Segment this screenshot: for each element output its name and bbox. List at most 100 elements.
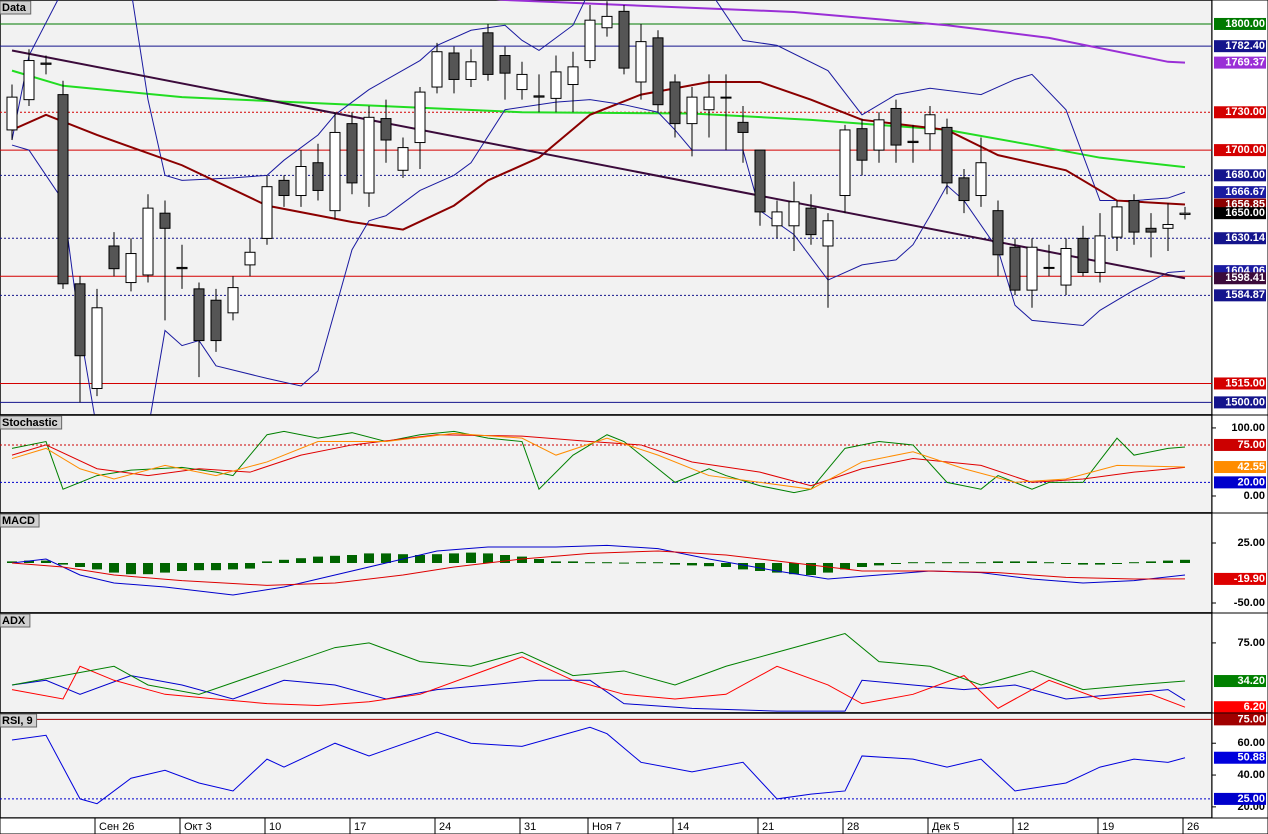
candle-body [278,179,290,197]
x-tick-label: 14 [677,821,689,833]
x-axis-background [0,817,1268,834]
histogram-bar [432,554,442,563]
value-label: -19.90 [1234,573,1265,585]
histogram-bar [500,555,510,563]
histogram-bar [874,563,884,566]
histogram-bar [925,562,935,564]
candle-body [1060,247,1072,286]
value-label: 1515.00 [1225,377,1265,389]
candle-body [1162,224,1174,229]
histogram-bar [483,553,493,563]
value-label-box [1214,438,1266,451]
y-tick-label: 25.00 [1237,537,1265,549]
x-tick-label: 12 [1017,821,1029,833]
value-label: 34.20 [1237,675,1265,687]
histogram-bar [143,563,153,575]
histogram-bar [1163,560,1173,563]
candle-body [771,211,783,227]
value-label: 20.00 [1237,476,1265,488]
candle-body [941,126,953,184]
histogram-bar [619,562,629,564]
value-label: 1666.67 [1225,186,1265,198]
panel-title: ADX [2,615,26,627]
candle-body [159,212,171,229]
histogram-bar [806,563,816,575]
candle-body [1009,246,1021,291]
candle-body [635,41,647,83]
candle-body [261,186,273,239]
histogram-bar [381,553,391,563]
value-label-box [1214,751,1266,764]
value-label-box [1214,106,1266,119]
candle-body [805,207,817,236]
histogram-bar [534,559,544,563]
value-label: 6.20 [1244,701,1265,713]
candle-body [295,166,307,197]
panel-background [0,612,1213,714]
panel-title: MACD [2,515,35,527]
histogram-bar [738,563,748,570]
candle-body [533,95,545,98]
candle-body [907,140,919,144]
panel-title: Stochastic [2,417,58,429]
histogram-bar [704,563,714,567]
value-label: 1500.00 [1225,396,1265,408]
candle-body [465,61,477,80]
value-label: 1782.40 [1225,40,1265,52]
histogram-bar [1061,563,1071,564]
candle-body [1094,235,1106,273]
candle-body [244,251,256,266]
value-label-box [1214,701,1266,714]
histogram-bar [976,562,986,564]
value-label: 1630.14 [1225,232,1266,244]
histogram-bar [24,560,34,563]
candle-body [958,177,970,202]
histogram-bar [959,562,969,564]
candle-body [652,37,664,106]
histogram-bar [211,563,221,571]
histogram-bar [296,558,306,563]
histogram-bar [228,563,238,570]
x-tick-label: Дек 5 [932,821,960,833]
candle-body [1111,206,1123,238]
value-label-box [1214,272,1266,285]
panel [0,718,1212,805]
histogram-bar [755,563,765,571]
histogram-bar [330,555,340,563]
panel [0,0,1212,415]
candle-body [363,116,375,194]
axis-background [1211,512,1268,614]
candle-body [6,96,18,131]
x-tick-label: Ноя 7 [592,821,621,833]
x-tick-label: 26 [1187,821,1199,833]
candle-body [346,123,358,184]
series-line [11,432,1186,490]
y-tick-label: 0.00 [1244,490,1265,502]
candle-body [975,162,987,197]
histogram-bar [177,563,187,571]
candle-body [125,253,137,284]
candle-body [23,60,35,101]
histogram-bar [840,563,850,570]
x-tick-label: 31 [524,821,536,833]
series-line [11,434,1186,487]
histogram-bar [602,562,612,564]
candle-body [448,52,460,80]
candle-body [74,283,86,357]
x-tick-label: 28 [847,821,859,833]
candle-body [669,81,681,125]
value-label: 1700.00 [1225,144,1265,156]
value-label-box [1214,17,1266,30]
histogram-bar [1044,562,1054,564]
y-tick-label: -50.00 [1234,597,1265,609]
candle-body [499,55,511,74]
value-label-box [1214,572,1266,585]
candle-body [924,114,936,135]
value-label-box [1214,40,1266,53]
candle-body [992,210,1004,256]
value-label: 1730.00 [1225,106,1265,118]
candle-body [686,96,698,125]
histogram-bar [1095,563,1105,565]
series-line [11,550,1186,586]
